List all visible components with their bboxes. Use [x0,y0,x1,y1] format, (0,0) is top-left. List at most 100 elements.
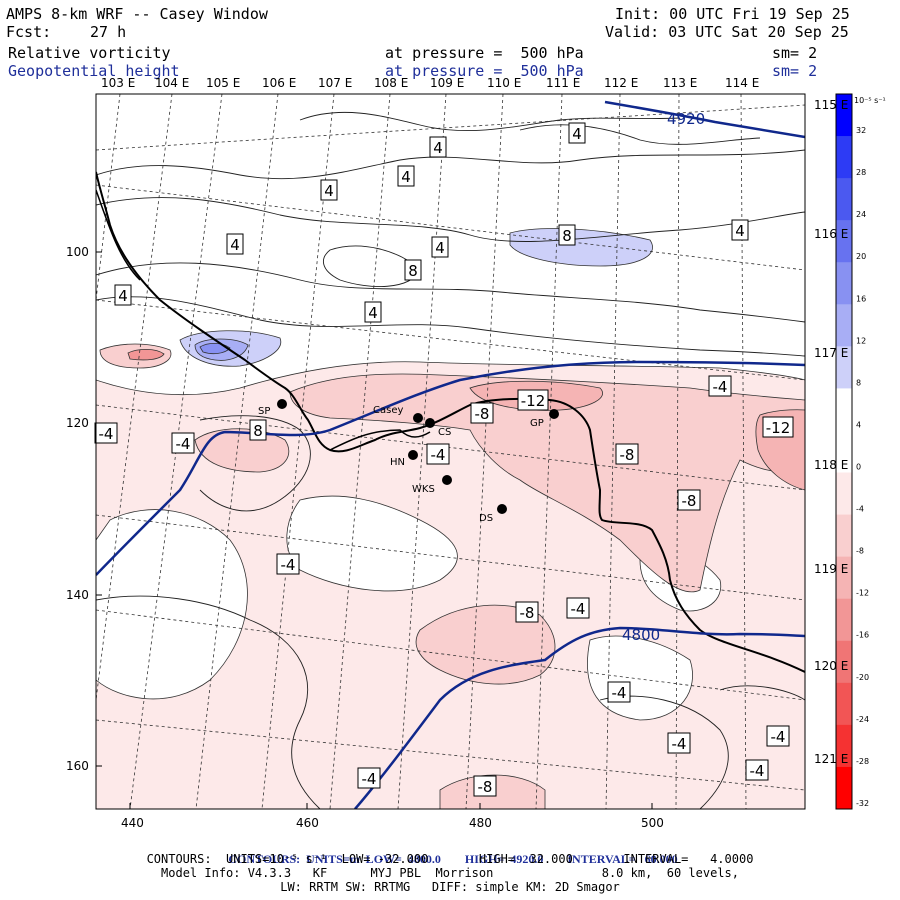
colorbar-swatch [836,262,852,305]
vorticity-contour-label: -4 [667,732,691,754]
vorticity-contours [96,111,805,809]
height-contour-4800 [354,626,805,809]
colorbar-level-label: -28 [856,757,869,766]
vorticity-contour-label: 8 [249,419,267,441]
y-tick-label: 160 [66,759,89,773]
lon-label-right: 120 E [814,659,849,673]
colorbar-level-label: 12 [856,336,866,345]
colorbar-swatch [836,94,852,137]
svg-text:-8: -8 [520,604,535,622]
lon-label: 114 E [725,76,760,90]
lon-label: 106 E [262,76,297,90]
footer-model-info: Model Info: V4.3.3 KF MYJ PBL Morrison 8… [161,866,739,880]
vorticity-fill-minus8 [289,373,805,593]
lon-label-right: 118 E [814,458,849,472]
colorbar-level-label: 0 [856,463,861,472]
lon-label: 109 E [430,76,465,90]
svg-text:-4: -4 [431,446,446,464]
lon-label: 104 E [155,76,190,90]
colorbar-level-label: -32 [856,799,869,808]
footer-physics-info: LW: RRTM SW: RRTMG DIFF: simple KM: 2D S… [280,880,620,894]
svg-text:-4: -4 [612,684,627,702]
svg-text:4: 4 [433,139,443,157]
svg-text:-12: -12 [521,392,546,410]
x-tick-label: 480 [469,816,492,830]
valid-time: Valid: 03 UTC Sat 20 Sep 25 [605,23,849,41]
x-tick-label: 460 [296,816,319,830]
colorbar-swatch [836,514,852,558]
vorticity-contour-label: -4 [357,767,381,789]
station-dot-sp [277,399,287,409]
field-height-level: at pressure = 500 hPa [385,62,584,80]
station-dot-hn [408,450,418,460]
colorbar-swatch [836,220,852,263]
vorticity-contour-label: -4 [708,375,732,397]
svg-text:4: 4 [118,287,128,305]
forecast-label: Fcst: [6,23,52,41]
lon-label: 103 E [101,76,136,90]
height-contour-labels: 4920 4800 [622,110,705,644]
lon-label-right: 119 E [814,562,849,576]
vorticity-contour-label: 4 [226,233,244,255]
vorticity-contour-label: -12 [762,416,794,438]
map-frame [95,93,806,810]
forecast-hours: 27 h [90,23,127,41]
svg-text:-8: -8 [475,405,490,423]
init-time: Init: 00 UTC Fri 19 Sep 25 [615,5,850,23]
colorbar-swatch [836,388,852,431]
svg-text:4: 4 [572,125,582,143]
vorticity-contour-label: 4 [431,236,449,258]
lon-label: 105 E [206,76,241,90]
colorbar-swatch [836,472,852,516]
station-markers [277,399,559,514]
lon-label: 107 E [318,76,353,90]
svg-text:8: 8 [562,227,572,245]
station-dot-wks [442,475,452,485]
svg-text:-4: -4 [176,435,191,453]
colorbar-level-label: 8 [856,378,861,387]
longitude-gridlines [96,94,805,809]
station-label-sp: SP [258,406,270,417]
svg-text:-4: -4 [281,556,296,574]
lon-label: 108 E [374,76,409,90]
field-height-name: Geopotential height [8,62,180,80]
vorticity-contour-label: 8 [404,259,422,281]
height-contour-4860 [96,360,805,576]
vorticity-contour-label: 4 [397,165,415,187]
svg-text:4: 4 [368,304,378,322]
svg-text:4: 4 [735,222,745,240]
lon-label-right: 115 E [814,98,849,112]
lon-label-right: 116 E [814,227,849,241]
lon-label: 113 E [663,76,698,90]
vorticity-contour-label: 4 [429,136,447,158]
station-dot-ds [497,504,507,514]
field-vorticity-name: Relative vorticity [8,44,171,62]
field-vorticity-level: at pressure = 500 hPa [385,44,584,62]
colorbar-swatch [836,556,852,600]
colorbar-swatch [836,304,852,347]
colorbar-level-label: 20 [856,252,866,261]
station-dot-gp [549,409,559,419]
colorbar-unit: 10⁻⁵ s⁻¹ [854,96,886,105]
colorbar: 32 28 24 20 16 12 8 4 0 -4 -8 -12 -16 -20 -24 -28 -32 10⁻… [835,93,886,810]
vorticity-contour-label: 4 [114,284,132,306]
svg-text:-4: -4 [771,728,786,746]
vorticity-contour-label: 4 [731,219,749,241]
colorbar-level-label: -16 [856,631,869,640]
footer-height-contours: CONTOURS: UNITS=m LOW= 4800.0 HIGH= 4920… [228,852,678,866]
vorticity-contour-label: -8 [473,775,497,797]
vorticity-contour-label: -4 [171,432,195,454]
colorbar-level-label: 16 [856,294,866,303]
colorbar-swatch [836,430,852,474]
coastline [96,171,805,673]
colorbar-swatch [836,136,852,179]
field-height-smoothing: sm= 2 [772,62,818,80]
lon-label: 111 E [546,76,581,90]
vorticity-contour-label: 4 [364,301,382,323]
y-tick-label: 120 [66,416,89,430]
vorticity-contour-label: -8 [615,443,639,465]
model-title: AMPS 8-km WRF -- Casey Window [6,5,268,23]
colorbar-level-label: -20 [856,673,869,682]
field-vorticity-smoothing: sm= 2 [772,44,818,62]
colorbar-frame [835,93,853,810]
